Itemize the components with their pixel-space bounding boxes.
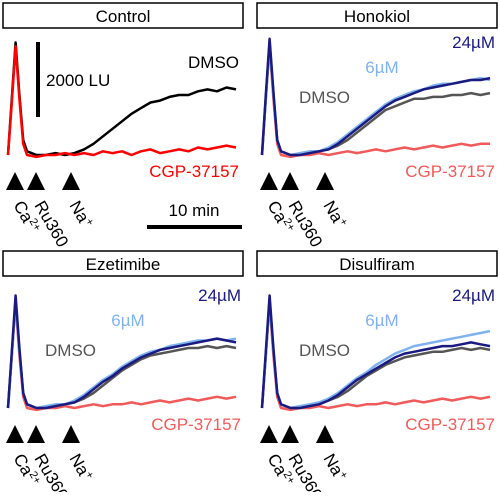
stimulus-marker: [62, 425, 80, 443]
panel-title: Disulfiram: [339, 255, 415, 274]
stimulus-marker: [6, 425, 24, 443]
stimulus-marker: [281, 425, 299, 443]
panel-title: Control: [96, 7, 151, 26]
stimulus-label: Na+: [320, 451, 351, 485]
stimulus-label: Na+: [66, 198, 97, 232]
panel-title-box: [256, 2, 498, 29]
stimulus-sup: 2+: [280, 216, 297, 233]
stimulus-sup: +: [82, 216, 96, 228]
stimulus-sup: 2+: [280, 469, 297, 486]
stimulus-marker: [27, 425, 45, 443]
trace: [260, 37, 491, 157]
stimulus-marker: [27, 172, 45, 190]
stimulus-marker: [260, 172, 278, 190]
stimulus-marker: [316, 172, 334, 190]
stimulus-sup: +: [336, 216, 350, 228]
legend-label: 24µM: [452, 286, 495, 305]
stimulus-sup: +: [82, 469, 96, 481]
legend-label: CGP-37157: [405, 162, 495, 181]
legend-label: CGP-37157: [405, 415, 495, 434]
legend-label: 6µM: [111, 311, 144, 330]
legend-label: 24µM: [198, 286, 241, 305]
stimulus-marker: [6, 172, 24, 190]
scale-label-y: 2000 LU: [46, 71, 110, 90]
panel-title: Ezetimibe: [86, 255, 161, 274]
trace: [6, 45, 237, 159]
panel-title-box: [256, 250, 498, 277]
trace: [260, 294, 491, 410]
stimulus-sup: 2+: [26, 216, 43, 233]
legend-label: DMSO: [188, 53, 239, 72]
stimulus-marker: [316, 425, 334, 443]
panel-title: Honokiol: [344, 7, 410, 26]
stimulus-sup: +: [336, 469, 350, 481]
legend-label: 24µM: [452, 33, 495, 52]
stimulus-marker: [281, 172, 299, 190]
panel-title-box: [2, 2, 244, 29]
legend-label: CGP-37157: [151, 415, 241, 434]
stimulus-label: Na+: [320, 198, 351, 232]
legend-label: CGP-37157: [149, 162, 239, 181]
stimulus-label: Na+: [66, 451, 97, 485]
scale-label-x: 10 min: [168, 201, 219, 220]
legend-label: 6µM: [365, 58, 398, 77]
legend-label: DMSO: [45, 341, 96, 360]
panel-title-box: [2, 250, 244, 277]
legend-label: 6µM: [365, 311, 398, 330]
legend-label: DMSO: [299, 88, 350, 107]
trace: [6, 294, 237, 410]
stimulus-sup: 2+: [26, 469, 43, 486]
legend-label: DMSO: [299, 341, 350, 360]
stimulus-marker: [62, 172, 80, 190]
stimulus-marker: [260, 425, 278, 443]
